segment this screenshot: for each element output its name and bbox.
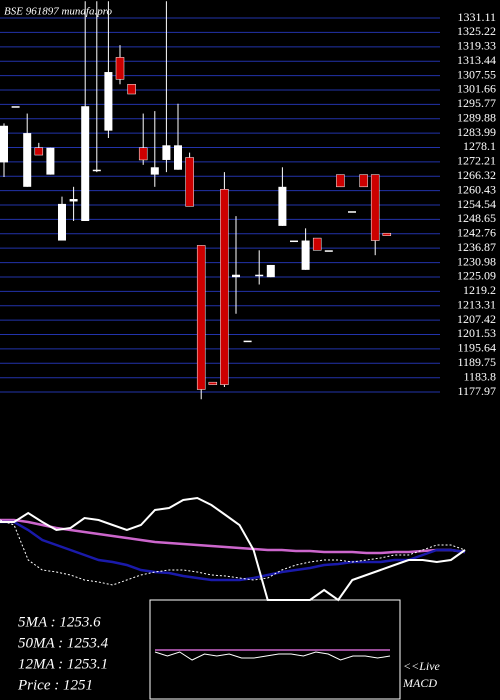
ma-label: 5MA : 1253.6 <box>18 614 101 630</box>
y-tick-label: 1189.75 <box>457 355 496 369</box>
ma-label: Price : 1251 <box>17 677 93 693</box>
y-tick-label: 1207.42 <box>457 312 496 326</box>
y-tick-label: 1283.99 <box>457 125 496 139</box>
candle-body <box>34 147 44 156</box>
indicator-line <box>0 496 466 602</box>
candle-body <box>336 174 345 188</box>
y-tick-label: 1319.33 <box>457 39 496 53</box>
y-tick-label: 1225.09 <box>457 269 496 283</box>
y-tick-label: 1254.54 <box>457 197 496 211</box>
y-tick-label: 1236.87 <box>457 240 496 254</box>
candle-body <box>162 145 171 160</box>
candle-body <box>11 106 20 108</box>
y-tick-label: 1331.11 <box>457 10 496 24</box>
candle-body <box>196 245 206 390</box>
candle-body <box>115 57 125 80</box>
y-tick-label: 1307.55 <box>457 67 496 81</box>
candle-body <box>58 203 66 241</box>
y-tick-label: 1278.1 <box>463 139 496 153</box>
y-tick-label: 1201.53 <box>457 326 496 340</box>
candle-body <box>370 174 380 241</box>
y-tick-label: 1313.44 <box>457 53 496 67</box>
candle-body <box>266 264 275 278</box>
y-tick-label: 1260.43 <box>457 182 496 196</box>
y-tick-label: 1295.77 <box>457 96 496 110</box>
candle-body <box>138 147 148 161</box>
candle-body <box>348 211 356 213</box>
y-tick-label: 1195.64 <box>457 341 496 355</box>
candle-body <box>0 125 8 163</box>
candle-body <box>185 157 194 207</box>
indicator-line <box>0 519 466 586</box>
candle-body <box>290 240 298 243</box>
y-tick-label: 1325.22 <box>457 24 496 38</box>
candle-body <box>312 237 322 251</box>
candle-body <box>243 340 252 343</box>
y-tick-label: 1272.21 <box>457 154 496 168</box>
macd-line <box>154 651 391 661</box>
y-tick-label: 1242.76 <box>457 226 496 240</box>
y-tick-label: 1183.8 <box>463 370 496 384</box>
candle-body <box>208 381 218 385</box>
y-tick-label: 1230.98 <box>457 254 496 268</box>
ma-label: 50MA : 1253.4 <box>18 635 109 651</box>
candle-body <box>174 145 182 170</box>
candle-body <box>232 274 240 278</box>
indicator-line <box>0 520 466 582</box>
candle-body <box>382 232 392 236</box>
y-tick-label: 1177.97 <box>457 384 496 398</box>
ma-label: 12MA : 1253.1 <box>18 656 108 672</box>
indicator-line <box>0 518 466 555</box>
candle-body <box>81 106 90 222</box>
chart-title: BSE 961897 munafa.pro <box>4 6 113 18</box>
candle-body <box>359 174 368 188</box>
candle-body <box>69 199 78 202</box>
y-tick-label: 1289.88 <box>457 110 496 124</box>
y-tick-label: 1248.65 <box>457 211 496 225</box>
y-tick-label: 1266.32 <box>457 168 496 182</box>
candle-body <box>220 189 229 385</box>
candle-body <box>255 274 264 277</box>
candle-body <box>46 147 55 175</box>
candle-body <box>301 240 310 270</box>
macd-label: <<Live <box>403 659 441 673</box>
candle-body <box>23 133 32 187</box>
macd-label: MACD <box>402 676 437 690</box>
candle-body <box>324 250 333 252</box>
candle-body <box>278 186 287 226</box>
candle-body <box>150 167 159 175</box>
y-tick-label: 1213.31 <box>457 297 496 311</box>
candle-body <box>104 72 113 131</box>
candle-body <box>127 83 136 95</box>
candle-body <box>92 169 101 172</box>
y-tick-label: 1301.66 <box>457 82 496 96</box>
y-tick-label: 1219.2 <box>463 283 496 297</box>
